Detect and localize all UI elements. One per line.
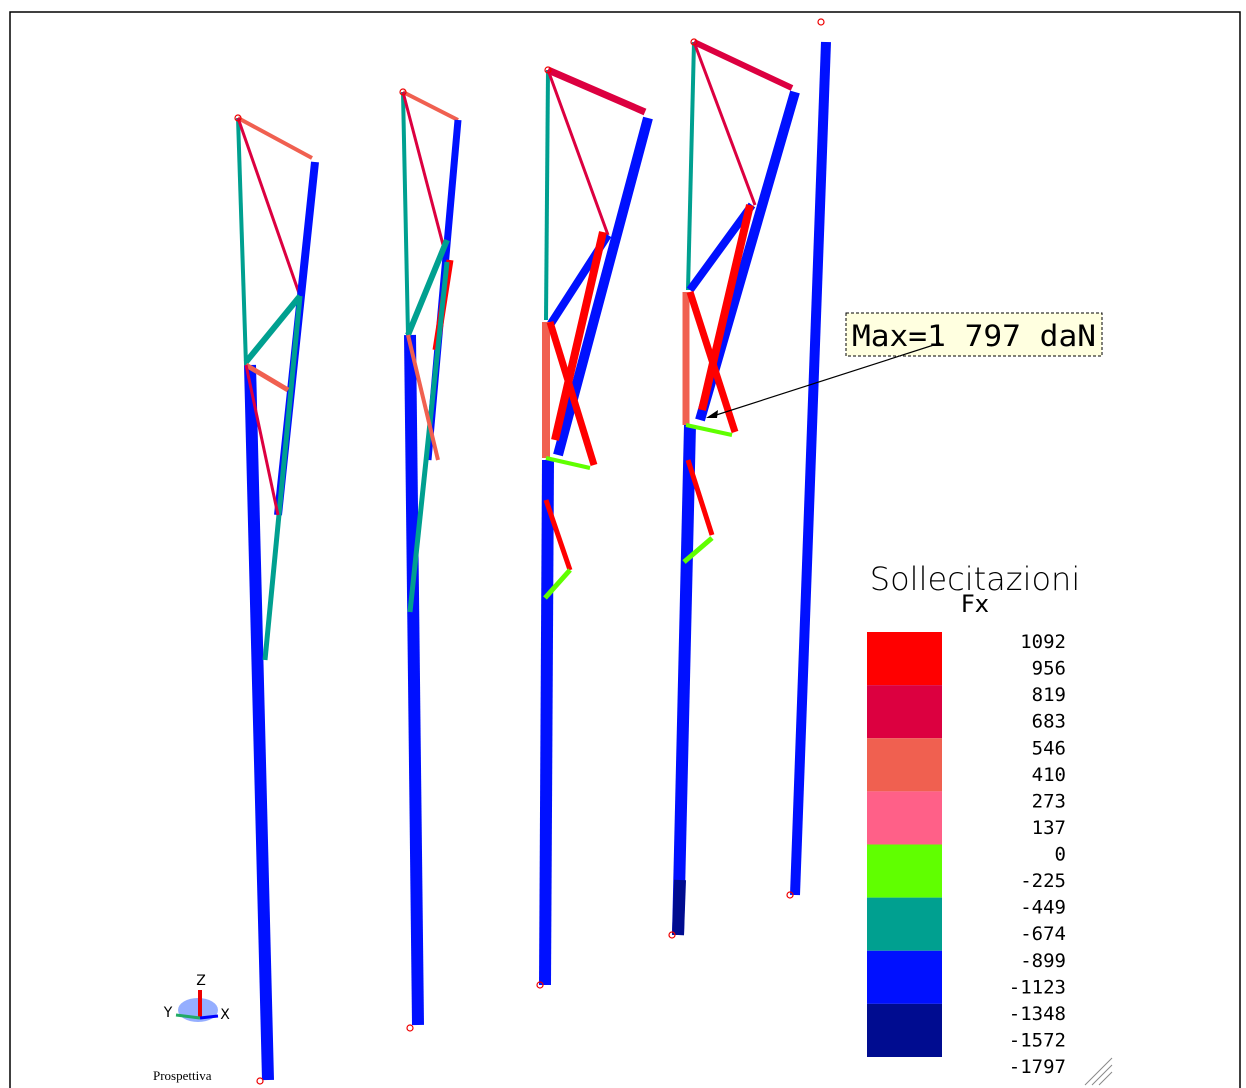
legend-label: 273 — [1032, 790, 1066, 812]
legend-label: 0 — [1055, 844, 1066, 866]
legend-label: -899 — [1020, 950, 1066, 972]
legend-band — [867, 791, 942, 844]
legend-label: 956 — [1032, 658, 1066, 680]
legend-label: -674 — [1020, 923, 1066, 945]
legend-label: 137 — [1032, 817, 1066, 839]
legend-band — [867, 845, 942, 898]
legend-label: 819 — [1032, 684, 1066, 706]
legend-band — [867, 632, 942, 685]
legend-label: 410 — [1032, 764, 1066, 786]
legend-label: -225 — [1020, 870, 1066, 892]
legend-label: -1572 — [1009, 1029, 1066, 1051]
legend-band — [867, 685, 942, 738]
legend-label: -1348 — [1009, 1003, 1066, 1025]
legend-label: 1092 — [1020, 631, 1066, 653]
view-label: Prospettiva — [153, 1068, 212, 1083]
legend-label: 546 — [1032, 737, 1066, 759]
legend-label: -1797 — [1009, 1056, 1066, 1078]
axis-z: Z — [196, 973, 206, 989]
legend-subtitle: Fx — [961, 590, 989, 618]
legend-band — [867, 951, 942, 1004]
viewport: Max=1 797 daN Sollecitazioni Fx 10929568… — [0, 0, 1246, 1088]
legend-band — [867, 1004, 942, 1057]
legend-label: -1123 — [1009, 976, 1066, 998]
axis-x: X — [220, 1007, 230, 1023]
legend-band — [867, 738, 942, 791]
legend-label: 683 — [1032, 711, 1066, 733]
legend-band — [867, 898, 942, 951]
legend-label: -449 — [1020, 897, 1066, 919]
annotation-text: Max=1 797 daN — [852, 319, 1096, 353]
axis-y: Y — [163, 1005, 173, 1021]
